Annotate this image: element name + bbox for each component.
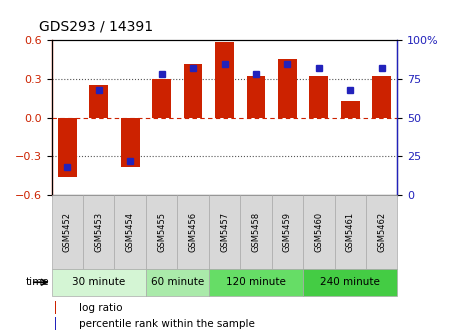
Text: GSM5452: GSM5452 [63,212,72,252]
Bar [55,317,57,330]
Bar [247,76,265,118]
Bar [52,269,146,296]
Text: GSM5457: GSM5457 [220,212,229,252]
Bar [184,64,202,118]
Text: 120 minute: 120 minute [226,277,286,287]
Bar [114,195,146,269]
Bar [146,269,209,296]
Text: time: time [26,277,49,287]
Bar [309,76,328,118]
Text: GSM5461: GSM5461 [346,212,355,252]
Text: GSM5453: GSM5453 [94,212,103,252]
Bar [272,195,303,269]
Bar [366,195,397,269]
Text: GSM5456: GSM5456 [189,212,198,252]
Bar [121,118,140,167]
Text: GSM5454: GSM5454 [126,212,135,252]
Bar [341,101,360,118]
Text: 240 minute: 240 minute [320,277,380,287]
Bar [335,195,366,269]
Text: GSM5459: GSM5459 [283,212,292,252]
Text: GSM5458: GSM5458 [251,212,260,252]
Bar [58,118,77,177]
Text: log ratio: log ratio [79,303,123,313]
Text: GSM5455: GSM5455 [157,212,166,252]
Bar [152,79,171,118]
Bar [209,195,240,269]
Bar [146,195,177,269]
Bar [303,269,397,296]
Text: GDS293 / 14391: GDS293 / 14391 [40,19,154,34]
Bar [240,195,272,269]
Text: GSM5462: GSM5462 [377,212,386,252]
Bar [177,195,209,269]
Bar [303,195,335,269]
Bar [278,59,297,118]
Bar [55,301,57,314]
Text: percentile rank within the sample: percentile rank within the sample [79,319,255,329]
Bar [209,269,303,296]
Bar [215,42,234,118]
Text: 60 minute: 60 minute [151,277,204,287]
Bar [52,195,83,269]
Text: 30 minute: 30 minute [72,277,125,287]
Text: GSM5460: GSM5460 [314,212,323,252]
Bar [372,76,391,118]
Bar [83,195,114,269]
Bar [89,85,108,118]
